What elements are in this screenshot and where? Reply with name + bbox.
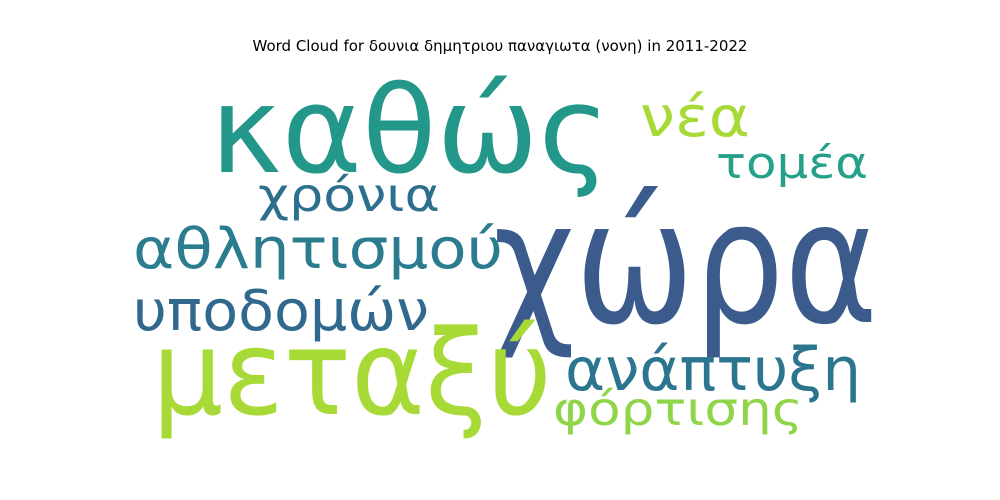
word-6: χρόνια [258,168,440,222]
word-3: μεταξύ [152,304,552,442]
word-7: αθλητισμού [133,217,503,282]
word-2: καθώς [210,62,610,201]
word-5: τομέα [716,138,868,189]
word-1: χώρα [493,165,878,363]
word-4: νέα [640,85,750,150]
word-8: υποδομών [133,279,429,344]
word-9: ανάπτυξη [565,335,861,405]
chart-title: Word Cloud for δουνια δημητριου παναγιωτ… [252,37,748,55]
word-10: φόρτισης [553,382,803,436]
